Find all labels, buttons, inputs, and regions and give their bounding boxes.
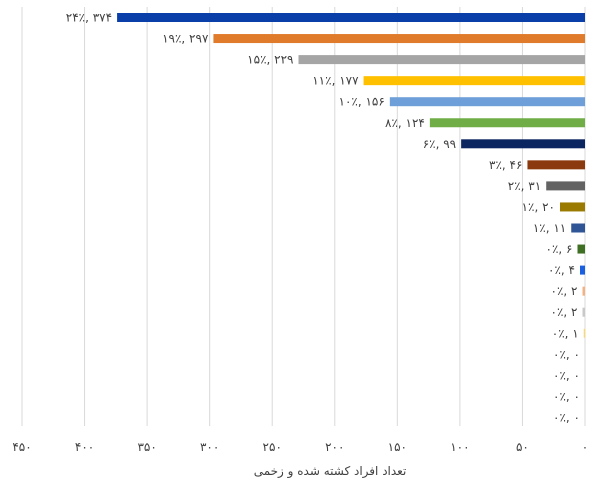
bar (577, 244, 585, 254)
bar-data-label: ۰٪, ۰ (553, 389, 580, 403)
bar-data-label: ۰٪, ۲ (551, 284, 578, 298)
bar-data-label: ۱٪, ۱۱ (533, 221, 566, 235)
bar-data-label: ۰٪, ۰ (553, 368, 580, 382)
x-tick-label: ۲۵۰ (263, 440, 282, 454)
x-tick-label: ۳۵۰ (137, 440, 156, 454)
bar-data-label: ۰٪, ۱ (552, 326, 579, 340)
bar (363, 76, 585, 86)
bar-data-label: ۰٪, ۴ (548, 263, 575, 277)
bar (546, 181, 585, 191)
bar (213, 34, 586, 44)
bar-data-label: ۳٪, ۴۶ (489, 158, 522, 172)
x-tick-label: ۴۰۰ (75, 440, 94, 454)
bar (582, 307, 585, 317)
bar-data-label: ۲۴٪, ۳۷۴ (66, 11, 112, 25)
bar (117, 13, 585, 22)
bar-data-label: ۲٪, ۳۱ (508, 179, 541, 193)
x-tick-label: ۲۰۰ (325, 440, 344, 454)
bar (559, 202, 585, 212)
bar-data-label: ۶٪, ۹۹ (423, 137, 456, 151)
gridlines (21, 7, 586, 426)
bar-data-label: ۸٪, ۱۲۴ (385, 116, 425, 130)
bar-data-label: ۰٪, ۰ (553, 347, 580, 361)
bar-data-label: ۱٪, ۲۰ (522, 200, 555, 214)
x-tick-label: ۱۵۰ (388, 440, 407, 454)
bar-data-label: ۱۱٪, ۱۷۷ (312, 74, 359, 88)
bar-data-label: ۰٪, ۲ (551, 305, 578, 319)
bar (571, 223, 585, 233)
bar-data-label: ۰٪, ۰ (553, 410, 580, 424)
bar (527, 160, 585, 170)
x-tick-label: ۰ (582, 440, 588, 454)
bar (461, 139, 585, 149)
bar (389, 97, 585, 107)
x-tick-label: ۱۰۰ (450, 440, 469, 454)
bar-data-label: ۱۰٪, ۱۵۶ (339, 95, 385, 109)
bar-data-label: ۰٪, ۶ (546, 242, 573, 256)
x-tick-label: ۵۰ (516, 440, 529, 454)
bars (117, 13, 586, 338)
bar (429, 118, 585, 128)
x-axis-title: تعداد افراد کشته شده و زخمی (254, 464, 407, 479)
x-tick-label: ۳۰۰ (200, 440, 219, 454)
x-tick-labels: ۰ ۵۰ ۱۰۰ ۱۵۰ ۲۰۰ ۲۵۰ ۳۰۰ ۳۵۰ ۴۰۰ ۴۵۰ (12, 440, 588, 454)
x-tick-label: ۴۵۰ (12, 440, 31, 454)
bar (298, 55, 585, 65)
bar (579, 265, 585, 275)
bar (582, 286, 585, 296)
bar (583, 328, 585, 338)
bar-data-label: ۱۵٪, ۲۲۹ (247, 53, 293, 67)
data-labels: ۲۴٪, ۳۷۴ ۱۹٪, ۲۹۷ ۱۵٪, ۲۲۹ ۱۱٪, ۱۷۷ ۱۰٪, ۱۵۶… (66, 11, 580, 425)
bar-data-label: ۱۹٪, ۲۹۷ (162, 32, 209, 46)
